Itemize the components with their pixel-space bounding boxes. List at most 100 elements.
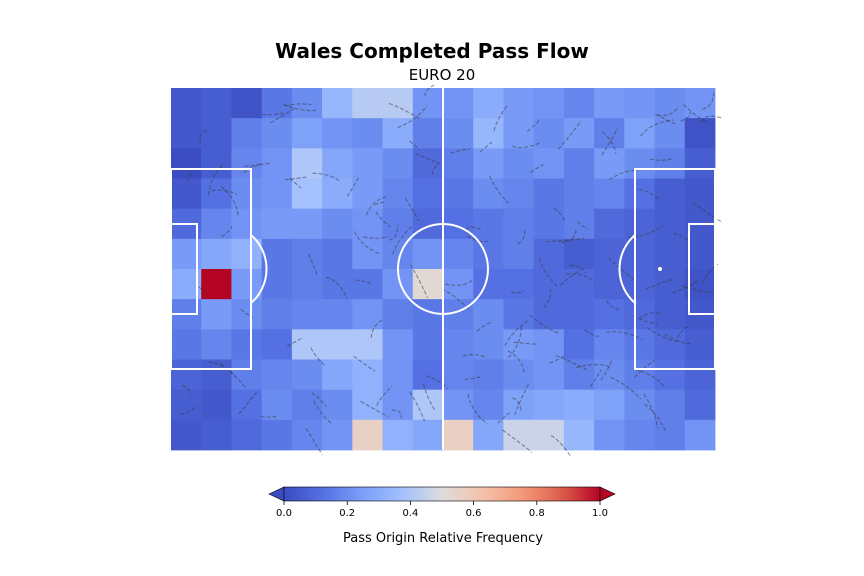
flow-streamline [376, 385, 393, 406]
heatmap-cell [352, 269, 383, 300]
heatmap-cell [322, 238, 353, 270]
flow-streamline [701, 115, 722, 123]
heatmap-cell [382, 118, 414, 149]
flow-streamline [546, 237, 584, 243]
heatmap-cell [443, 178, 474, 210]
heatmap-cell [231, 359, 263, 391]
flow-streamline [513, 341, 538, 345]
flow-streamline [643, 393, 659, 429]
heatmap-cell [291, 118, 323, 149]
heatmap-cell [322, 419, 353, 451]
heatmap-cell [624, 419, 655, 451]
heatmap-cell [261, 329, 293, 360]
heatmap-cell [684, 88, 716, 119]
flow-streamline [608, 257, 635, 280]
heatmap-cell [563, 389, 595, 421]
heatmap-cell [352, 299, 383, 330]
heatmap-cell [624, 148, 655, 179]
heatmap-cell [382, 208, 414, 240]
heatmap-cell [382, 329, 414, 360]
heatmap-cell [563, 359, 595, 391]
heatmap-cell [503, 208, 535, 240]
flow-streamline [575, 364, 611, 369]
flow-streamline [238, 390, 259, 415]
flow-streamline [355, 279, 374, 286]
flow-streamline [220, 186, 239, 217]
flow-streamline [479, 141, 493, 153]
flow-streamline [649, 157, 674, 161]
flow-streamline [584, 329, 601, 337]
heatmap-cell [503, 269, 535, 300]
heatmap-cell [684, 118, 716, 149]
flow-streamline [605, 300, 620, 310]
flow-streamline [627, 224, 664, 238]
heatmap-cell [503, 88, 535, 119]
flow-streamline [220, 362, 247, 389]
flow-streamline [289, 177, 302, 189]
heatmap-cell [201, 238, 232, 270]
heatmap-cell [171, 359, 202, 391]
heatmap-cell [412, 269, 444, 300]
heatmap-cell [201, 118, 232, 149]
heatmap-cell [473, 148, 504, 179]
heatmap-cell [231, 299, 263, 330]
heatmap-cell [654, 359, 686, 391]
flow-streamline [504, 319, 530, 346]
heatmap-cell [443, 88, 474, 119]
flow-streamline [450, 148, 470, 154]
heatmap-cell [291, 359, 323, 391]
colorbar-tick-label: 0.2 [339, 508, 355, 519]
flow-streamline [260, 415, 277, 418]
flow-streamline [286, 336, 304, 347]
heatmap-cell [261, 178, 293, 210]
flow-streamline [422, 383, 436, 411]
heatmap-cell [654, 148, 686, 179]
heatmap-cell [533, 359, 565, 391]
heatmap-cell [201, 299, 232, 330]
flow-streamline [577, 221, 589, 230]
flow-streamline [310, 347, 326, 366]
heatmap-cell [473, 359, 504, 391]
flow-streamline [465, 226, 482, 231]
flow-streamline [550, 434, 572, 458]
heatmap-cell [352, 118, 383, 149]
flow-streamline [211, 189, 237, 195]
flow-streamline [426, 375, 449, 390]
heatmap-cell [231, 208, 263, 240]
heatmap-cell [322, 88, 353, 119]
heatmap-cell [231, 88, 263, 119]
heatmap-cell [533, 329, 565, 360]
flow-streamline [606, 331, 643, 340]
flow-streamline [646, 327, 679, 343]
heatmap-cell [201, 329, 232, 360]
flow-streamline [502, 429, 533, 453]
heatmap-cell [171, 329, 202, 360]
flow-streamline [489, 175, 510, 204]
flow-streamline [374, 201, 387, 206]
heatmap-cell [473, 118, 504, 149]
heatmap-cell [624, 269, 655, 300]
flow-streamline [511, 290, 525, 294]
heatmap-cell [594, 419, 625, 451]
heatmap-cell [382, 88, 414, 119]
flow-streamline [601, 128, 618, 156]
heatmap-cell [412, 359, 444, 391]
heatmap-cell [503, 359, 535, 391]
flow-streamline [462, 354, 486, 358]
heatmap-cell [654, 299, 686, 330]
flow-streamline [208, 164, 224, 196]
heatmap-cell [563, 88, 595, 119]
flow-streamline [549, 353, 567, 364]
heatmap-cell [654, 419, 686, 451]
heatmap-cell [322, 118, 353, 149]
flow-streamline [517, 229, 526, 245]
heatmap-cell [594, 178, 625, 210]
colorbar-extend-low [268, 486, 285, 502]
heatmap-cell [352, 329, 383, 360]
heatmap-cell [322, 359, 353, 391]
heatmap-cell [201, 208, 232, 240]
heatmap-cell [231, 148, 263, 179]
heatmap-cell [473, 88, 504, 119]
heatmap-cell [201, 419, 232, 451]
